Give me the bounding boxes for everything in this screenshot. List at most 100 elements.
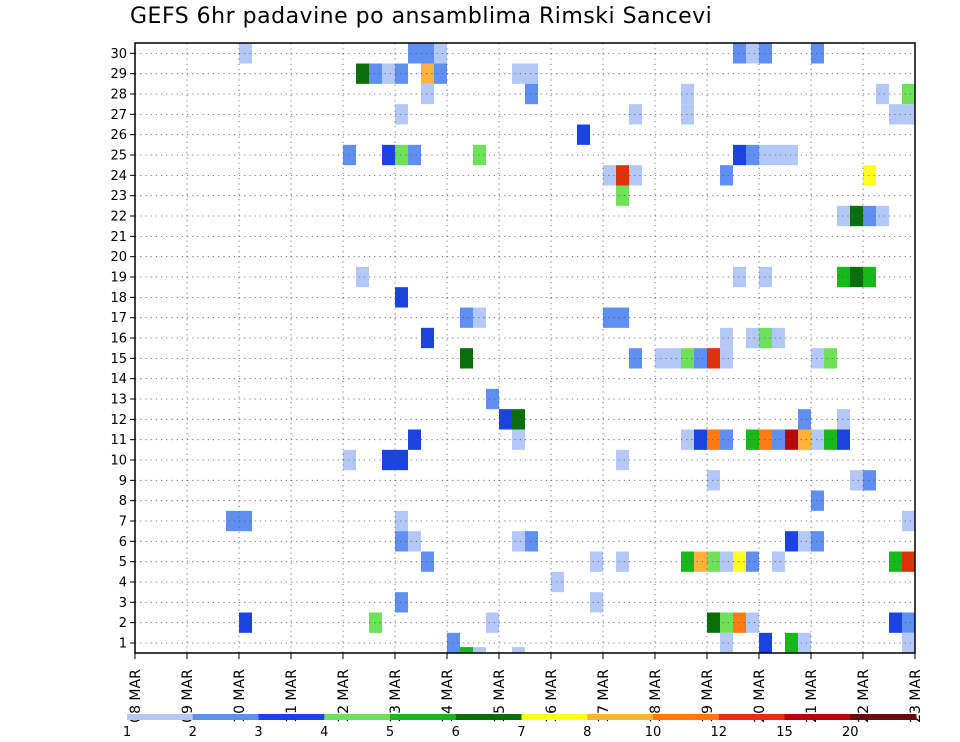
y-tick-label: 24 [110, 169, 127, 184]
legend-swatch [258, 714, 325, 720]
heatmap-cell [772, 551, 785, 572]
legend-label: 6 [452, 725, 460, 740]
heatmap-cell [421, 43, 434, 64]
heatmap-cell [720, 429, 733, 450]
y-tick-label: 27 [110, 108, 127, 123]
heatmap-cell [421, 551, 434, 572]
heatmap-cell [746, 144, 759, 166]
cells-layer [226, 43, 915, 653]
x-axis: 08 MAR 09 MAR 10 MAR 11 MAR 12 MAR 13 MAR 14 M… [128, 653, 924, 723]
heatmap-cell [473, 307, 486, 328]
heatmap-cell [512, 429, 525, 450]
heatmap-cell [811, 490, 824, 511]
legend-label: 1 [123, 725, 131, 740]
y-tick-label: 15 [110, 352, 127, 367]
heatmap-cell [421, 83, 434, 105]
plot-frame [134, 42, 916, 654]
y-tick-label: 21 [110, 230, 127, 245]
x-tick-label: 12 MAR [336, 669, 352, 723]
x-tick-label: 14 MAR [440, 669, 456, 723]
heatmap-cell [772, 144, 785, 166]
heatmap-cell [707, 612, 720, 633]
heatmap-cell [876, 205, 889, 227]
y-tick-label: 7 [119, 515, 127, 530]
heatmap-cell [850, 470, 863, 491]
legend-swatch [521, 714, 588, 720]
heatmap-cell [759, 429, 772, 450]
y-tick-label: 9 [119, 474, 127, 489]
heatmap-cell [785, 531, 798, 552]
heatmap-cell [850, 205, 863, 227]
heatmap-cell [577, 124, 590, 145]
y-tick-label: 4 [119, 576, 127, 591]
heatmap-cell [629, 348, 642, 369]
heatmap-cell [434, 63, 447, 84]
legend-label: 3 [254, 725, 262, 740]
heatmap-cell [720, 348, 733, 369]
x-tick-label: 13 MAR [388, 669, 404, 723]
heatmap-cell [460, 307, 473, 328]
heatmap-cell [707, 429, 720, 450]
heatmap-cell [746, 612, 759, 633]
heatmap-cell [772, 327, 785, 349]
heatmap-cell [681, 104, 694, 125]
heatmap-cell [369, 612, 382, 633]
heatmap-cell [590, 592, 603, 613]
heatmap-cell [629, 104, 642, 125]
legend-label: 20 [842, 725, 859, 740]
heatmap-cell [902, 83, 915, 105]
heatmap-cell [863, 266, 876, 288]
heatmap-cell [746, 43, 759, 64]
heatmap-cell [512, 409, 525, 430]
x-tick-label: 20 MAR [752, 669, 768, 723]
heatmap-cell [408, 531, 421, 552]
heatmap-cell [694, 551, 707, 572]
heatmap-cell [759, 327, 772, 349]
heatmap-cell [902, 632, 915, 653]
heatmap-cell [811, 429, 824, 450]
heatmap-cell [707, 551, 720, 572]
heatmap-cell [876, 83, 889, 105]
heatmap-cell [382, 63, 395, 84]
y-tick-label: 29 [110, 67, 127, 82]
x-tick-label: 15 MAR [492, 669, 508, 723]
legend-label: 7 [517, 725, 525, 740]
heatmap-cell [902, 104, 915, 125]
legend-swatch [192, 714, 259, 720]
heatmap-cell [356, 266, 369, 288]
x-tick-label: 17 MAR [596, 669, 612, 723]
legend-label: 8 [583, 725, 591, 740]
heatmap-cell [772, 429, 785, 450]
heatmap-cell [616, 165, 629, 186]
x-tick-label: 18 MAR [648, 669, 664, 723]
heatmap-cell [837, 429, 850, 450]
heatmap-cell [837, 205, 850, 227]
heatmap-cell [603, 307, 616, 328]
heatmap-cell [681, 83, 694, 105]
y-tick-label: 19 [110, 271, 127, 286]
heatmap-cell [785, 144, 798, 166]
heatmap-cell [798, 409, 811, 430]
y-tick-label: 30 [110, 47, 127, 62]
heatmap-cell [863, 165, 876, 186]
heatmap-cell [616, 551, 629, 572]
heatmap-cell [694, 429, 707, 450]
heatmap-cell [512, 531, 525, 552]
y-tick-label: 1 [119, 637, 127, 652]
heatmap-cell [811, 348, 824, 369]
heatmap-cell [447, 632, 460, 653]
heatmap-cell [395, 510, 408, 532]
heatmap-cell [226, 510, 239, 532]
heatmap-cell [525, 531, 538, 552]
heatmap-cell [408, 43, 421, 64]
heatmap-cell [746, 551, 759, 572]
heatmap-cell [460, 348, 473, 369]
chart-title: GEFS 6hr padavine po ansamblima Rimski S… [130, 4, 713, 29]
y-tick-label: 26 [110, 128, 127, 143]
heatmap-cell [720, 612, 733, 633]
heatmap-cell [707, 348, 720, 369]
heatmap-cell [759, 144, 772, 166]
x-tick-label: 21 MAR [804, 669, 820, 723]
heatmap-cell [733, 612, 746, 633]
